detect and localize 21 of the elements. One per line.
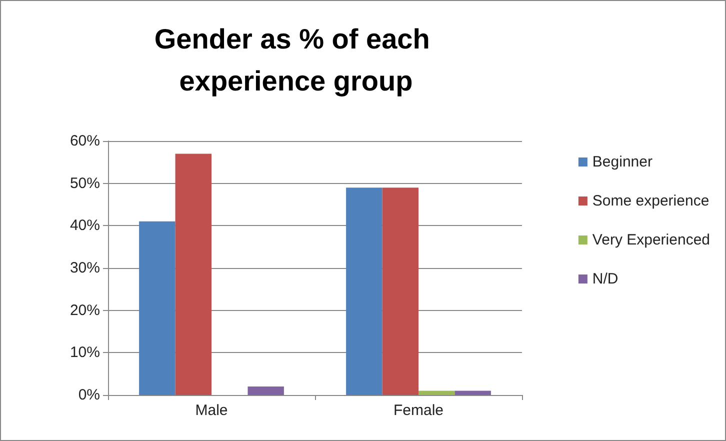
bar — [454, 390, 491, 395]
bar — [346, 188, 382, 395]
y-tick-label: 60% — [70, 132, 100, 150]
y-tick-label: 50% — [70, 174, 100, 192]
x-tick-label: Female — [393, 402, 444, 419]
legend-label: Very Experienced — [592, 232, 710, 248]
legend-label: N/D — [592, 270, 618, 288]
y-tick-label: 30% — [70, 260, 100, 276]
y-tick-label: 40% — [70, 217, 100, 234]
y-tick-label: 10% — [70, 344, 100, 362]
y-tick-label: 20% — [70, 302, 100, 319]
legend-label: Beginner — [592, 154, 652, 170]
y-tick-label: 0% — [78, 386, 100, 404]
bar — [418, 390, 455, 395]
chart-title: Gender as % of each experience group — [154, 24, 438, 96]
bar — [139, 221, 176, 395]
legend-label: Some experience — [592, 192, 710, 210]
bar — [175, 154, 212, 395]
bar — [382, 188, 418, 395]
bar — [248, 386, 284, 395]
x-tick-label: Male — [195, 402, 228, 419]
